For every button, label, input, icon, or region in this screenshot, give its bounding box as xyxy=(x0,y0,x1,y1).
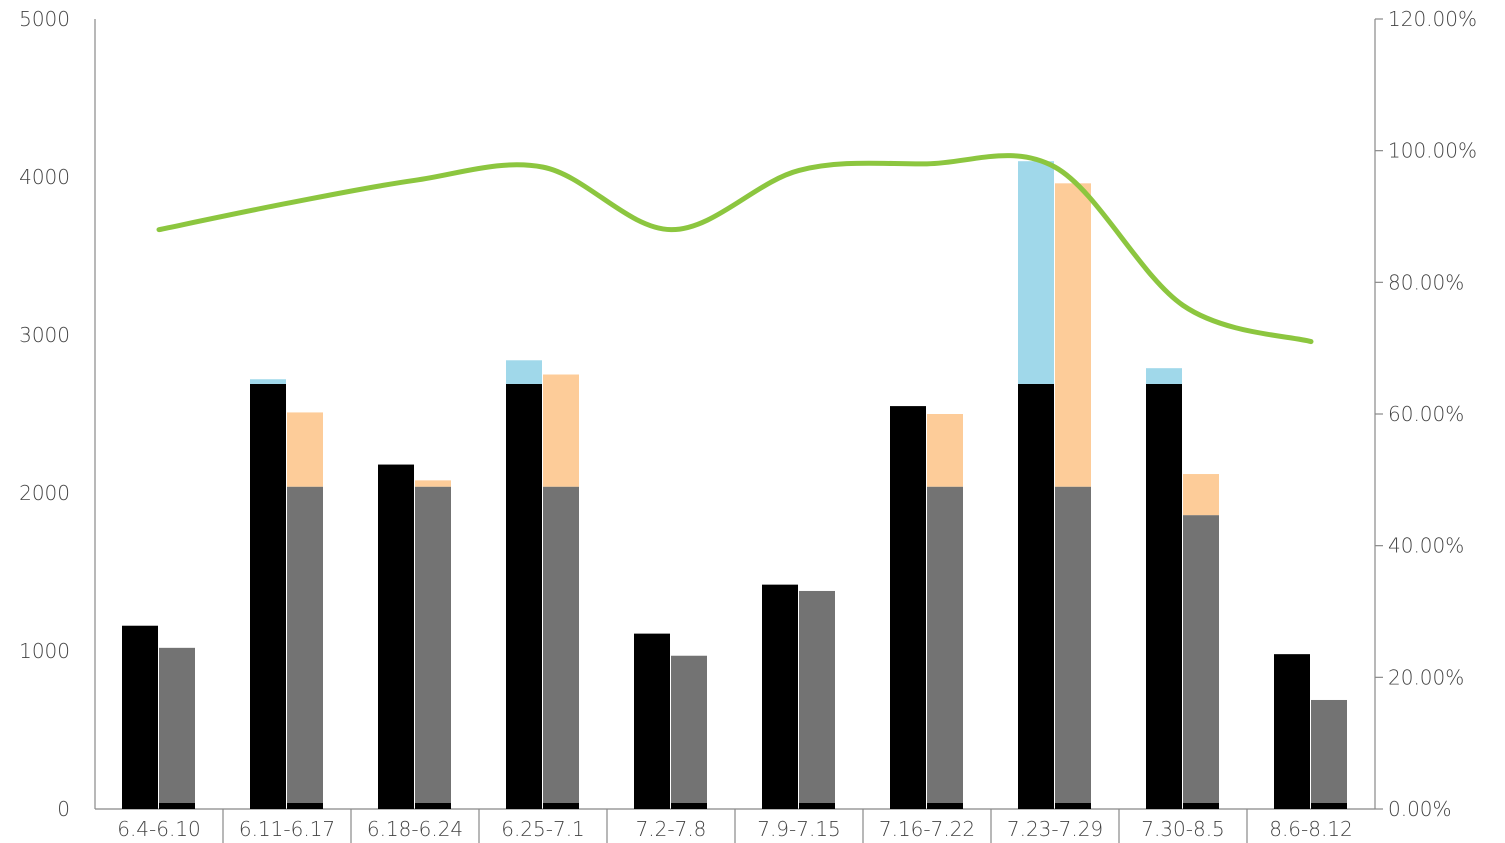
x-tick-label: 7.2-7.8 xyxy=(636,817,707,841)
chart-labels: 0 1000 2000 3000 4000 5000 0.00% 20.00% 40.00% 60… xyxy=(19,7,1477,841)
y2-tick-label: 20.00% xyxy=(1388,665,1464,689)
bar-base-b xyxy=(1183,803,1219,809)
y2-tick-label: 60.00% xyxy=(1388,402,1464,426)
y-tick-label: 4000 xyxy=(19,165,70,189)
bar-base-b xyxy=(415,803,451,809)
y2-tick-label: 80.00% xyxy=(1388,270,1464,294)
x-tick-label: 7.9-7.15 xyxy=(757,817,841,841)
bar-base-b xyxy=(799,803,835,809)
bar-overflow-a xyxy=(506,360,542,384)
bar-primary-b xyxy=(1311,699,1347,809)
bar-primary-a xyxy=(1146,383,1182,809)
bar-primary-b xyxy=(543,486,579,809)
bar-primary-a xyxy=(122,625,158,809)
y2-tick-label: 120.00% xyxy=(1388,7,1477,31)
x-tick-label: 7.30-8.5 xyxy=(1141,817,1225,841)
bar-overflow-b xyxy=(287,412,323,487)
bar-overflow-b xyxy=(927,414,963,487)
y-tick-label: 3000 xyxy=(19,323,70,347)
bar-base-b xyxy=(1055,803,1091,809)
bar-base-b xyxy=(159,803,195,809)
x-tick-label: 6.11-6.17 xyxy=(239,817,335,841)
bar-overflow-b xyxy=(543,374,579,487)
x-tick-label: 7.16-7.22 xyxy=(879,817,975,841)
bar-primary-a xyxy=(762,584,798,809)
bar-primary-a xyxy=(634,633,670,809)
bar-primary-b xyxy=(159,647,195,809)
y2-tick-label: 100.00% xyxy=(1388,139,1477,163)
bar-base-b xyxy=(1311,803,1347,809)
bar-primary-b xyxy=(1183,515,1219,809)
y-tick-label: 2000 xyxy=(19,481,70,505)
line-series xyxy=(156,153,1314,345)
bar-primary-b xyxy=(415,486,451,809)
chart-line xyxy=(156,153,1314,345)
x-tick-label: 6.25-7.1 xyxy=(501,817,585,841)
bar-primary-b xyxy=(287,486,323,809)
x-tick-label: 8.6-8.12 xyxy=(1269,817,1353,841)
chart-bars xyxy=(122,161,1347,809)
bar-base-b xyxy=(287,803,323,809)
bar-primary-b xyxy=(799,590,835,809)
bar-base-b xyxy=(927,803,963,809)
bar-primary-a xyxy=(250,383,286,809)
y-tick-label: 5000 xyxy=(19,7,70,31)
bar-primary-b xyxy=(927,486,963,809)
y2-tick-label: 40.00% xyxy=(1388,534,1464,558)
bar-base-b xyxy=(543,803,579,809)
bar-primary-a xyxy=(506,383,542,809)
bar-primary-a xyxy=(378,464,414,809)
bar-overflow-a xyxy=(1146,368,1182,384)
x-tick-label: 7.23-7.29 xyxy=(1007,817,1103,841)
bar-overflow-b xyxy=(1183,474,1219,516)
bar-primary-b xyxy=(671,655,707,809)
bar-primary-a xyxy=(1018,383,1054,809)
bar-overflow-a xyxy=(1018,161,1054,384)
bar-primary-a xyxy=(1274,654,1310,809)
bar-primary-a xyxy=(890,406,926,809)
bar-overflow-b xyxy=(1055,183,1091,487)
bar-primary-b xyxy=(1055,486,1091,809)
bar-overflow-b xyxy=(415,480,451,487)
bar-overflow-a xyxy=(250,379,286,384)
y2-tick-label: 0.00% xyxy=(1388,797,1452,821)
x-tick-label: 6.4-6.10 xyxy=(117,817,201,841)
bar-base-b xyxy=(671,803,707,809)
y-tick-label: 0 xyxy=(57,797,70,821)
x-tick-label: 6.18-6.24 xyxy=(367,817,463,841)
y-tick-label: 1000 xyxy=(19,639,70,663)
